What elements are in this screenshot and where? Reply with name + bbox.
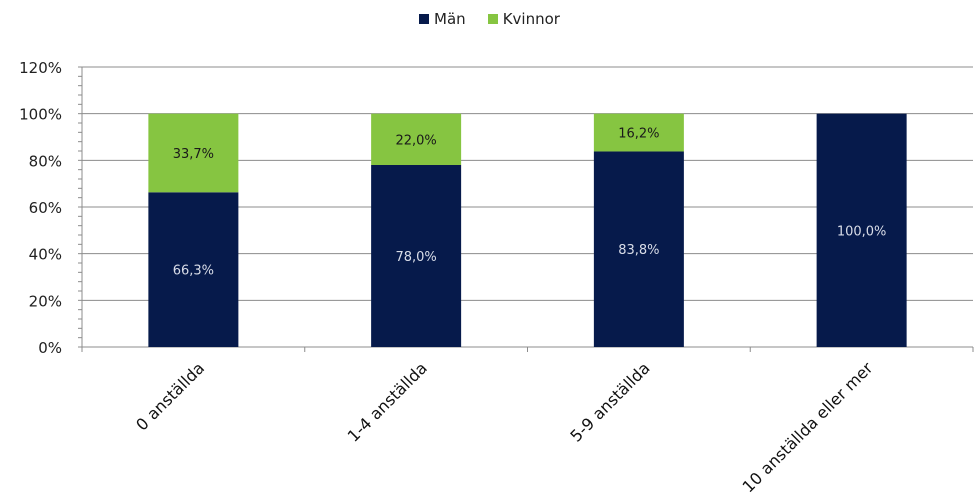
- y-tick-label: 100%: [19, 106, 62, 124]
- y-tick-label: 80%: [29, 152, 62, 170]
- y-tick-label: 60%: [29, 199, 62, 217]
- y-tick-label: 20%: [29, 292, 62, 310]
- data-label-kvinnor: 16,2%: [618, 127, 659, 142]
- legend-label-kvinnor: Kvinnor: [502, 10, 560, 28]
- chart-legend: Män Kvinnor: [0, 10, 979, 28]
- legend-item-kvinnor: Kvinnor: [487, 10, 560, 28]
- data-label-man: 100,0%: [837, 224, 887, 239]
- bar-man: [371, 165, 462, 347]
- y-tick-label: 40%: [29, 246, 62, 264]
- bar-man: [148, 192, 239, 347]
- bar-kvinnor: [371, 113, 462, 165]
- bar-kvinnor: [148, 113, 239, 193]
- bar-man: [593, 151, 684, 347]
- legend-label-man: Män: [434, 10, 466, 28]
- x-category-label: 5-9 anställda: [566, 358, 653, 445]
- legend-item-man: Män: [419, 10, 466, 28]
- x-category-label: 1-4 anställda: [344, 358, 431, 445]
- bar-man: [816, 113, 907, 348]
- legend-swatch-kvinnor: [487, 14, 498, 24]
- data-label-man: 83,8%: [618, 243, 659, 258]
- x-category-label: 0 anställda: [132, 358, 208, 434]
- data-label-kvinnor: 22,0%: [395, 133, 436, 148]
- data-label-man: 78,0%: [395, 250, 436, 265]
- data-label-kvinnor: 33,7%: [173, 147, 214, 162]
- data-label-man: 66,3%: [173, 264, 214, 279]
- bar-kvinnor: [593, 113, 684, 152]
- x-category-label: 10 anställda eller mer: [739, 358, 877, 493]
- y-tick-label: 120%: [19, 59, 62, 77]
- legend-swatch-man: [419, 14, 430, 24]
- y-tick-label: 0%: [38, 339, 62, 357]
